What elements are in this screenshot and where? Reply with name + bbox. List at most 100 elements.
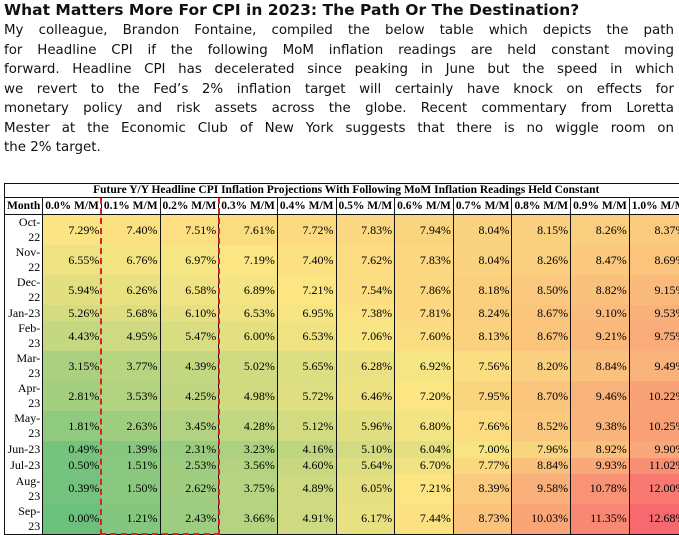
value-cell: 7.29% bbox=[43, 215, 102, 246]
value-cell: 8.20% bbox=[512, 351, 571, 381]
value-cell: 8.47% bbox=[571, 245, 630, 275]
value-cell: 6.95% bbox=[277, 305, 336, 321]
value-cell: 7.96% bbox=[512, 441, 571, 457]
value-cell: 8.04% bbox=[453, 245, 512, 275]
column-header: 0.6% M/M bbox=[395, 198, 454, 215]
article-title: What Matters More For CPI in 2023: The P… bbox=[4, 1, 579, 19]
value-cell: 6.58% bbox=[160, 275, 219, 305]
value-cell: 7.81% bbox=[395, 305, 454, 321]
value-cell: 0.39% bbox=[43, 474, 102, 504]
value-cell: 5.68% bbox=[101, 305, 160, 321]
value-cell: 2.62% bbox=[160, 474, 219, 504]
value-cell: 8.26% bbox=[571, 215, 630, 246]
value-cell: 6.76% bbox=[101, 245, 160, 275]
value-cell: 7.21% bbox=[395, 474, 454, 504]
value-cell: 3.45% bbox=[160, 411, 219, 441]
paragraph-line: for Headline CPI if the following MoM in… bbox=[4, 41, 674, 61]
value-cell: 5.12% bbox=[277, 411, 336, 441]
article-paragraph: My colleague, Brandon Fontaine, compiled… bbox=[4, 21, 674, 158]
value-cell: 10.22% bbox=[629, 381, 679, 411]
value-cell: 8.67% bbox=[512, 321, 571, 351]
value-cell: 1.50% bbox=[101, 474, 160, 504]
value-cell: 10.03% bbox=[512, 504, 571, 535]
value-cell: 8.26% bbox=[512, 245, 571, 275]
value-cell: 5.10% bbox=[336, 441, 395, 457]
value-cell: 5.94% bbox=[43, 275, 102, 305]
value-cell: 7.62% bbox=[336, 245, 395, 275]
value-cell: 8.04% bbox=[453, 215, 512, 246]
value-cell: 7.06% bbox=[336, 321, 395, 351]
paragraph-line: the 2% target. bbox=[4, 138, 674, 158]
value-cell: 3.15% bbox=[43, 351, 102, 381]
value-cell: 1.81% bbox=[43, 411, 102, 441]
value-cell: 9.21% bbox=[571, 321, 630, 351]
value-cell: 4.28% bbox=[219, 411, 278, 441]
month-cell: Jun-23 bbox=[5, 441, 43, 457]
month-cell: Nov-22 bbox=[5, 245, 43, 275]
value-cell: 7.19% bbox=[219, 245, 278, 275]
value-cell: 7.95% bbox=[453, 381, 512, 411]
value-cell: 12.68% bbox=[629, 504, 679, 535]
value-cell: 6.46% bbox=[336, 381, 395, 411]
value-cell: 3.75% bbox=[219, 474, 278, 504]
month-cell: Aug-23 bbox=[5, 474, 43, 504]
value-cell: 8.39% bbox=[453, 474, 512, 504]
value-cell: 4.39% bbox=[160, 351, 219, 381]
column-header: 1.0% M/M bbox=[629, 198, 679, 215]
value-cell: 8.52% bbox=[512, 411, 571, 441]
column-header: Month bbox=[5, 198, 43, 215]
value-cell: 2.43% bbox=[160, 504, 219, 535]
value-cell: 4.91% bbox=[277, 504, 336, 535]
value-cell: 7.72% bbox=[277, 215, 336, 246]
value-cell: 2.53% bbox=[160, 458, 219, 474]
column-header: 0.0% M/M bbox=[43, 198, 102, 215]
value-cell: 7.21% bbox=[277, 275, 336, 305]
value-cell: 9.10% bbox=[571, 305, 630, 321]
value-cell: 8.73% bbox=[453, 504, 512, 535]
column-header: 0.3% M/M bbox=[219, 198, 278, 215]
paragraph-line: forward. Headline CPI has decelerated si… bbox=[4, 60, 674, 80]
value-cell: 6.26% bbox=[101, 275, 160, 305]
value-cell: 11.35% bbox=[571, 504, 630, 535]
month-cell: Apr-23 bbox=[5, 381, 43, 411]
value-cell: 2.31% bbox=[160, 441, 219, 457]
value-cell: 6.70% bbox=[395, 458, 454, 474]
value-cell: 4.43% bbox=[43, 321, 102, 351]
value-cell: 8.18% bbox=[453, 275, 512, 305]
value-cell: 8.67% bbox=[512, 305, 571, 321]
paragraph-line: we revert to the Fed’s 2% inflation targ… bbox=[4, 80, 674, 100]
value-cell: 7.44% bbox=[395, 504, 454, 535]
month-cell: Feb-23 bbox=[5, 321, 43, 351]
value-cell: 0.49% bbox=[43, 441, 102, 457]
value-cell: 9.46% bbox=[571, 381, 630, 411]
value-cell: 7.66% bbox=[453, 411, 512, 441]
value-cell: 2.81% bbox=[43, 381, 102, 411]
value-cell: 4.25% bbox=[160, 381, 219, 411]
value-cell: 9.58% bbox=[512, 474, 571, 504]
value-cell: 6.53% bbox=[277, 321, 336, 351]
value-cell: 7.83% bbox=[395, 245, 454, 275]
value-cell: 6.17% bbox=[336, 504, 395, 535]
value-cell: 8.70% bbox=[512, 381, 571, 411]
value-cell: 6.80% bbox=[395, 411, 454, 441]
cpi-projection-table: Future Y/Y Headline CPI Inflation Projec… bbox=[4, 183, 679, 535]
month-cell: Mar-23 bbox=[5, 351, 43, 381]
value-cell: 7.77% bbox=[453, 458, 512, 474]
paragraph-line: Mester at the Economic Club of New York … bbox=[4, 119, 674, 139]
value-cell: 4.16% bbox=[277, 441, 336, 457]
value-cell: 6.89% bbox=[219, 275, 278, 305]
value-cell: 6.55% bbox=[43, 245, 102, 275]
value-cell: 1.51% bbox=[101, 458, 160, 474]
value-cell: 1.39% bbox=[101, 441, 160, 457]
column-header: 0.7% M/M bbox=[453, 198, 512, 215]
value-cell: 8.84% bbox=[512, 458, 571, 474]
column-header: 0.5% M/M bbox=[336, 198, 395, 215]
value-cell: 7.61% bbox=[219, 215, 278, 246]
value-cell: 7.20% bbox=[395, 381, 454, 411]
value-cell: 7.51% bbox=[160, 215, 219, 246]
value-cell: 8.24% bbox=[453, 305, 512, 321]
